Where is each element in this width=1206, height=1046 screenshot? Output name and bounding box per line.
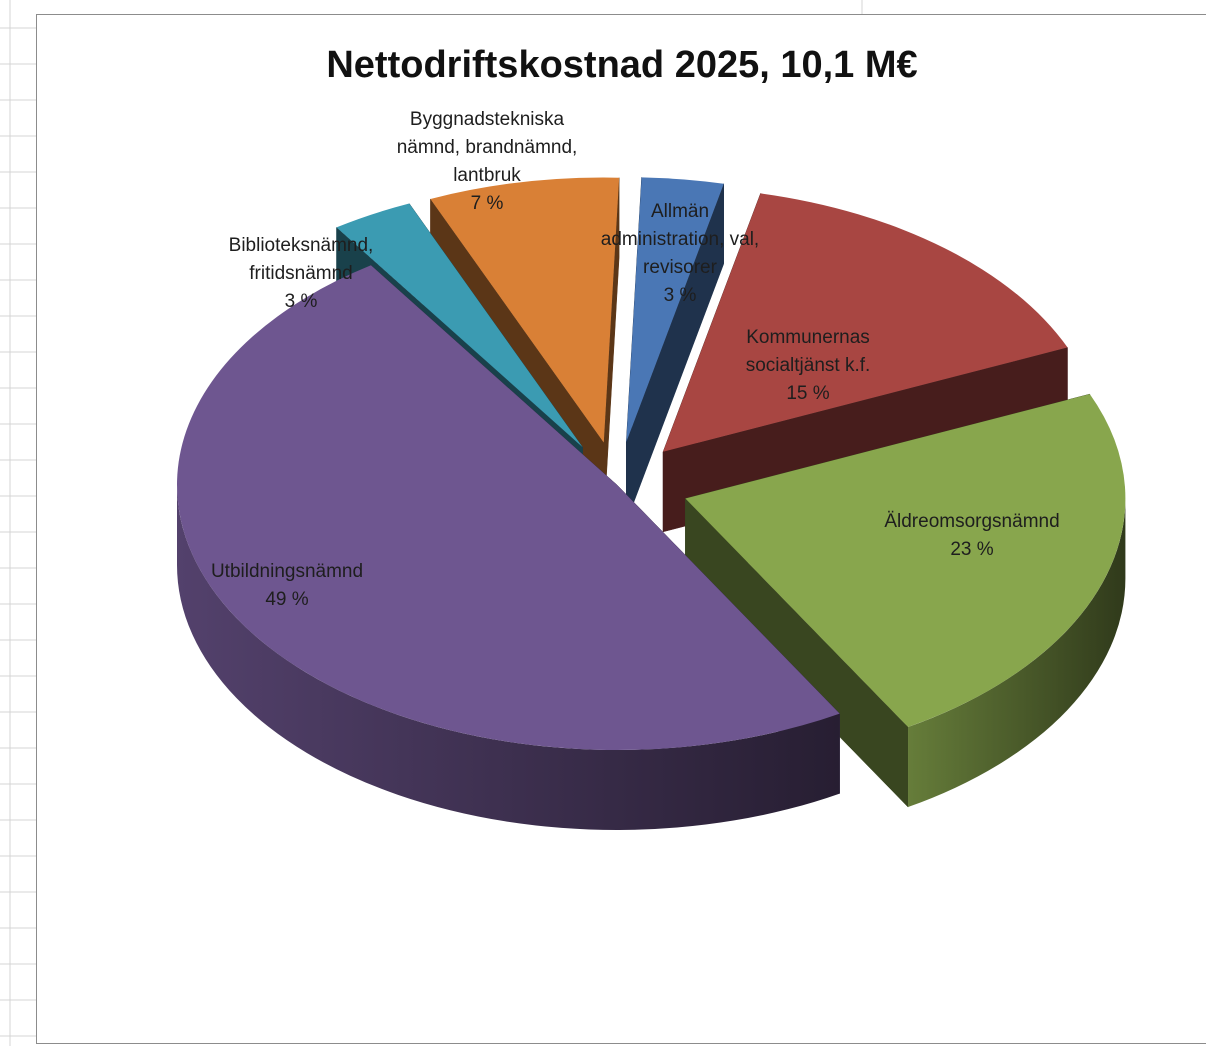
pie-slices: [177, 177, 1126, 831]
slice-label: Äldreomsorgsnämnd 23 %: [884, 511, 1059, 560]
pie-slice[interactable]: [626, 177, 725, 523]
pie-slice[interactable]: [177, 264, 840, 831]
pie-chart: Nettodriftskostnad 2025, 10,1 M€ Allmän a…: [177, 44, 1126, 831]
slice-label: Utbildningsnämnd 49 %: [211, 561, 363, 610]
pie-slice[interactable]: [685, 393, 1126, 808]
slice-label: Biblioteksnämnd, fritidsnämnd 3 %: [229, 235, 374, 312]
slice-label: Kommunernas socialtjänst k.f. 15 %: [746, 327, 871, 404]
slice-labels: Allmän administration, val, revisorer 3 % Ko…: [211, 109, 1060, 610]
chart-title: Nettodriftskostnad 2025, 10,1 M€: [326, 44, 917, 86]
slice-label: Allmän administration, val, revisorer 3 %: [601, 201, 759, 306]
slice-label: Byggnadstekniska nämnd, brandnämnd, lantbr…: [397, 109, 578, 214]
chart-area[interactable]: Nettodriftskostnad 2025, 10,1 M€ Allmän a…: [36, 14, 1206, 1044]
